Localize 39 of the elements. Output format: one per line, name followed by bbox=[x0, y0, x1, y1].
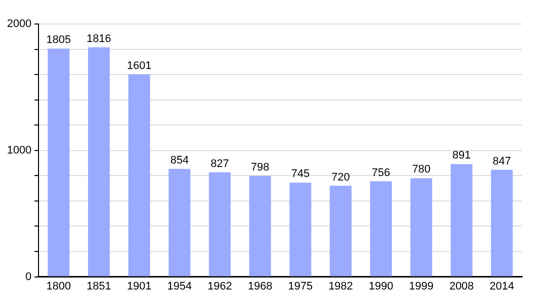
data-label: 756 bbox=[372, 166, 390, 179]
x-tick-label: 1968 bbox=[248, 280, 272, 292]
bar bbox=[370, 181, 392, 276]
data-label: 745 bbox=[291, 168, 310, 180]
bar bbox=[208, 172, 231, 276]
data-label: 1816 bbox=[86, 32, 112, 45]
x-tick-label: 1901 bbox=[126, 280, 152, 292]
bar bbox=[290, 182, 312, 276]
x-tick-label: 2008 bbox=[449, 280, 474, 292]
x-tick-label: 2014 bbox=[490, 280, 514, 292]
x-tick-label: 1954 bbox=[167, 280, 192, 292]
data-label: 891 bbox=[452, 150, 471, 162]
bar bbox=[88, 47, 110, 276]
x-tick-label: 1975 bbox=[288, 280, 313, 292]
x-tick-label: 1851 bbox=[86, 280, 112, 292]
bar bbox=[330, 186, 352, 276]
bar bbox=[490, 170, 513, 276]
bar bbox=[450, 164, 472, 276]
data-label: 854 bbox=[170, 154, 189, 166]
bar bbox=[249, 176, 271, 276]
data-label: 1805 bbox=[46, 34, 71, 46]
data-label: 827 bbox=[210, 158, 229, 170]
x-tick-label: 1999 bbox=[409, 280, 434, 292]
x-tick-label: 1962 bbox=[208, 280, 232, 292]
x-tick-label: 1990 bbox=[368, 280, 394, 292]
bar bbox=[48, 48, 70, 276]
y-tick-label: 0 bbox=[25, 270, 32, 283]
y-tick-label: 2000 bbox=[6, 18, 32, 30]
data-label: 780 bbox=[412, 164, 430, 176]
bar bbox=[410, 178, 432, 276]
data-label: 847 bbox=[492, 155, 512, 168]
bar bbox=[128, 74, 150, 276]
x-tick-label: 1982 bbox=[328, 280, 353, 292]
data-label: 720 bbox=[331, 171, 350, 184]
data-label: 1601 bbox=[126, 60, 152, 72]
data-label: 798 bbox=[250, 161, 270, 174]
x-tick-label: 1800 bbox=[46, 280, 71, 292]
bar bbox=[168, 168, 190, 276]
y-tick-label: 1000 bbox=[6, 144, 32, 156]
